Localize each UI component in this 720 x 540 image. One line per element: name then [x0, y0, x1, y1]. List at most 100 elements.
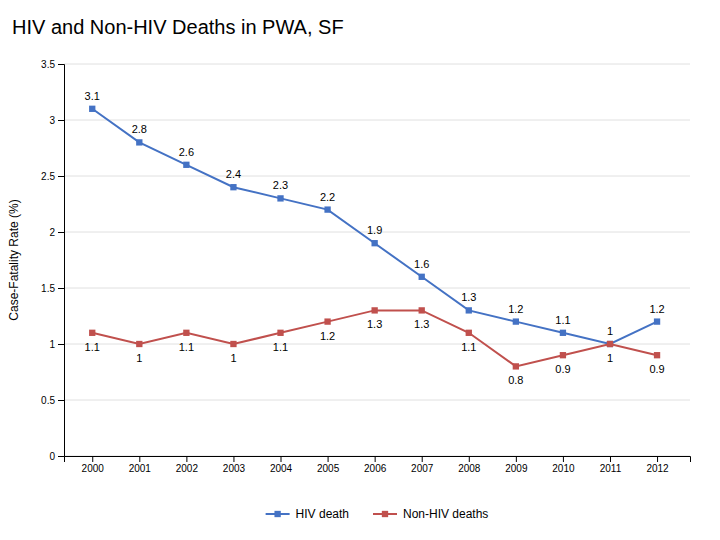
x-tick-label: 2000	[82, 463, 105, 474]
y-axis: 0 0.5 1 1.5 2 2.5 3 3.5	[41, 59, 64, 462]
data-label: 1	[607, 325, 613, 337]
y-tick-label: 2.5	[41, 171, 55, 182]
x-tick-mark	[422, 456, 423, 462]
y-axis-line	[58, 65, 65, 457]
x-tick: 2002	[176, 456, 199, 474]
series-marker	[277, 195, 283, 201]
data-label: 1.1	[273, 341, 288, 353]
x-tick-label: 2004	[270, 463, 293, 474]
grid-line	[64, 64, 690, 65]
y-tick-label: 1.5	[41, 283, 55, 294]
grid-line	[64, 120, 690, 121]
x-tick-mark	[139, 456, 140, 462]
x-tick-mark	[233, 456, 234, 462]
legend-label: HIV death	[296, 507, 349, 521]
series-group	[89, 106, 660, 348]
y-tick-mark	[58, 120, 64, 121]
chart-title: HIV and Non-HIV Deaths in PWA, SF	[12, 16, 344, 38]
x-tick-mark	[186, 456, 187, 462]
data-label: 1	[607, 352, 613, 364]
grid-line	[64, 400, 690, 401]
y-tick: 0.5	[41, 395, 64, 406]
data-label: 1.1	[85, 341, 100, 353]
y-tick: 1.5	[41, 283, 64, 294]
y-tick: 3.5	[41, 59, 64, 70]
series-marker	[136, 139, 142, 145]
series-marker	[560, 352, 566, 358]
x-tick-mark	[657, 456, 658, 462]
y-axis-title: Case-Fatality Rate (%)	[7, 199, 21, 320]
data-label: 1.2	[508, 303, 523, 315]
data-labels: 3.12.82.62.42.32.21.91.61.31.21.111.21.1…	[85, 90, 665, 387]
data-label: 1	[230, 352, 236, 364]
x-tick: 2010	[552, 456, 575, 474]
y-tick-label: 1	[49, 339, 55, 350]
grid-line	[64, 288, 690, 289]
x-tick-label: 2001	[129, 463, 152, 474]
y-tick-mark	[58, 400, 64, 401]
series-marker	[513, 318, 519, 324]
x-tick: 2005	[317, 456, 340, 474]
series-group	[89, 307, 660, 369]
x-tick-label: 2011	[600, 463, 622, 474]
y-tick-mark	[58, 456, 64, 457]
series-marker	[654, 352, 660, 358]
x-tick-mark	[375, 456, 376, 462]
series-marker	[89, 106, 95, 112]
data-label: 0.9	[555, 363, 570, 375]
y-tick-mark	[58, 344, 64, 345]
series-marker	[466, 307, 472, 313]
y-tick: 3	[49, 115, 64, 126]
series-marker	[607, 341, 613, 347]
y-tick-label: 3	[49, 115, 55, 126]
data-label: 1.3	[461, 291, 476, 303]
data-label: 1.3	[414, 318, 429, 330]
series-marker	[560, 330, 566, 336]
y-tick-mark	[58, 232, 64, 233]
data-label: 1.2	[649, 303, 664, 315]
series-marker	[466, 330, 472, 336]
series-marker	[324, 206, 330, 212]
x-tick-label: 2005	[317, 463, 340, 474]
data-label: 2.3	[273, 179, 288, 191]
series-marker	[419, 307, 425, 313]
data-label: 2.4	[226, 168, 241, 180]
x-tick: 2006	[364, 456, 387, 474]
plot-marks	[89, 106, 660, 370]
y-tick-label: 0.5	[41, 395, 55, 406]
series-marker	[277, 330, 283, 336]
legend-item: Non-HIV deaths	[373, 507, 488, 521]
data-label: 1	[136, 352, 142, 364]
legend-item: HIV death	[266, 507, 349, 521]
x-tick: 2009	[505, 456, 528, 474]
data-label: 1.1	[461, 341, 476, 353]
data-label: 1.3	[367, 318, 382, 330]
x-tick-label: 2007	[411, 463, 434, 474]
x-tick-label: 2002	[176, 463, 199, 474]
data-label: 1.1	[555, 314, 570, 326]
y-tick: 1	[49, 339, 64, 350]
x-tick-label: 2008	[458, 463, 481, 474]
grid-line	[64, 344, 690, 345]
y-tick: 2	[49, 227, 64, 238]
x-tick-label: 2010	[552, 463, 575, 474]
x-tick-mark	[328, 456, 329, 462]
y-tick-mark	[58, 288, 64, 289]
x-tick: 2003	[223, 456, 246, 474]
x-tick-mark	[563, 456, 564, 462]
y-tick-label: 2	[49, 227, 55, 238]
x-tick: 2011	[600, 456, 622, 474]
series-marker	[324, 318, 330, 324]
y-tick-label: 3.5	[41, 59, 55, 70]
x-tick-mark	[281, 456, 282, 462]
grid	[64, 64, 690, 456]
y-tick: 2.5	[41, 171, 64, 182]
series-marker	[419, 274, 425, 280]
x-tick: 2001	[129, 456, 152, 474]
chart-container: 2000 2001 2002 2003 2004 2005 2006 2007 2008 2009…	[0, 0, 720, 540]
series-marker	[654, 318, 660, 324]
series-marker	[89, 330, 95, 336]
data-label: 1.6	[414, 258, 429, 270]
series-marker	[230, 341, 236, 347]
y-tick: 0	[49, 451, 64, 462]
